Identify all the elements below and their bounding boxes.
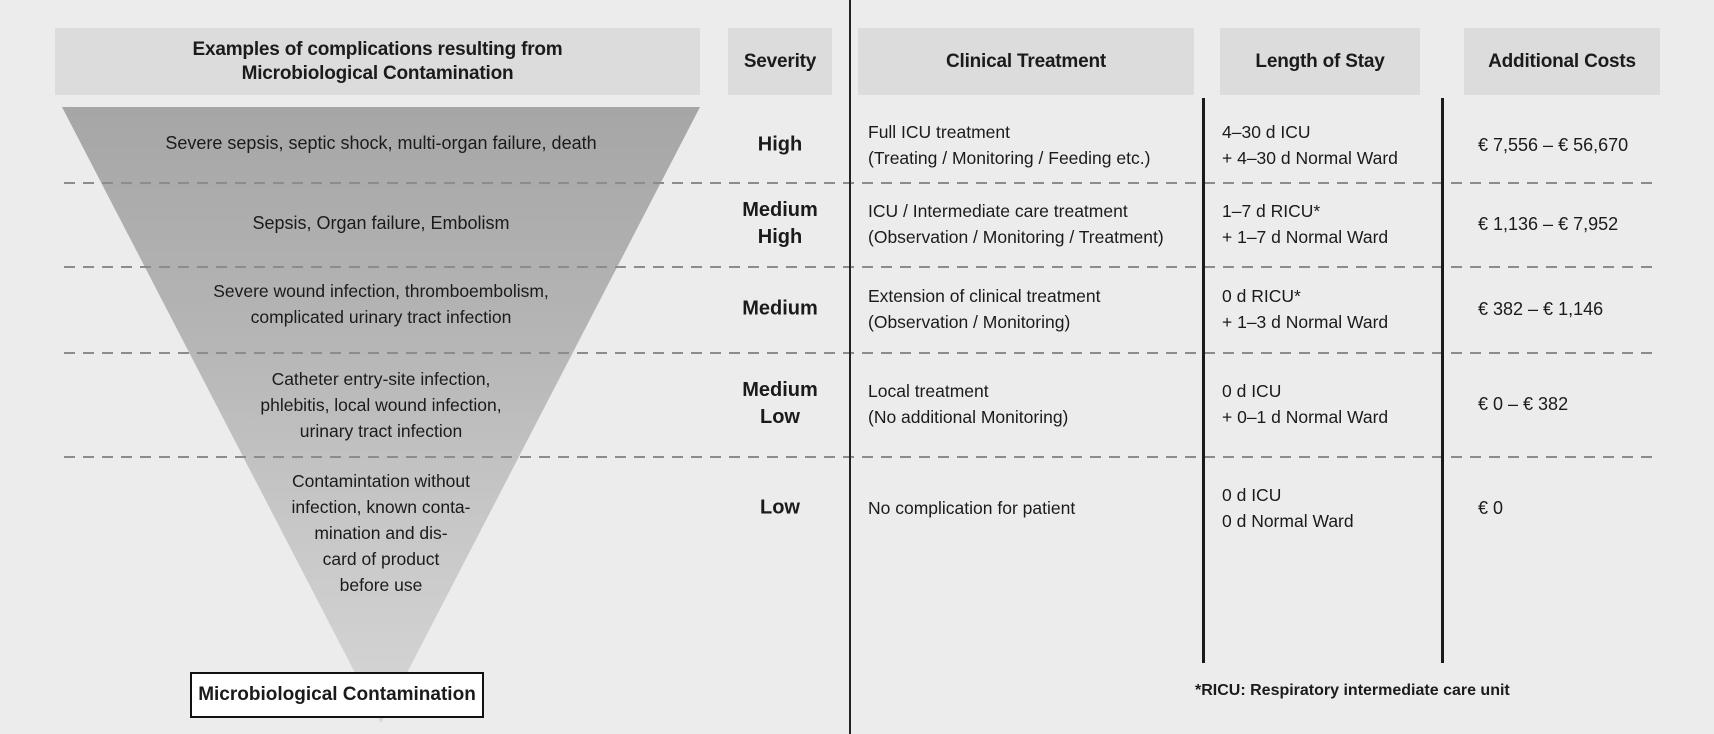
funnel-caption-box: Microbiological Contamination bbox=[190, 672, 484, 718]
stay-value: 0 d RICU* + 1–3 d Normal Ward bbox=[1222, 286, 1389, 332]
length-of-stay-header: Length of Stay bbox=[1220, 28, 1420, 95]
funnel-row-label: Catheter entry-site infection, phlebitis… bbox=[260, 369, 502, 441]
row-divider-dashed bbox=[64, 456, 1652, 458]
column-divider-main bbox=[849, 0, 851, 734]
stay-value: 0 d ICU + 0–1 d Normal Ward bbox=[1222, 381, 1389, 427]
funnel-caption-label: Microbiological Contamination bbox=[198, 684, 476, 705]
additional-costs-header: Additional Costs bbox=[1464, 28, 1660, 95]
severity-value: High bbox=[757, 133, 803, 156]
severity-value: Medium High bbox=[742, 199, 818, 248]
severity-header: Severity bbox=[728, 28, 832, 95]
funnel-row-label: Severe sepsis, septic shock, multi-organ… bbox=[165, 133, 597, 153]
stay-value: 4–30 d ICU + 4–30 d Normal Ward bbox=[1222, 122, 1398, 168]
funnel-row-label: Contamintation without infection, known … bbox=[291, 471, 471, 595]
treatment-value: Extension of clinical treatment (Observa… bbox=[868, 286, 1101, 332]
row-divider-dashed bbox=[64, 182, 1652, 184]
treatment-value: Full ICU treatment (Treating / Monitorin… bbox=[868, 122, 1151, 168]
row-divider-dashed bbox=[64, 352, 1652, 354]
row-divider-dashed bbox=[64, 266, 1652, 268]
severity-value: Low bbox=[760, 496, 800, 519]
treatment-value: Local treatment (No additional Monitorin… bbox=[868, 381, 1069, 427]
examples-header: Examples of complications resulting from… bbox=[55, 28, 700, 95]
costs-value: € 0 – € 382 bbox=[1478, 394, 1569, 414]
column-divider-stay bbox=[1202, 98, 1205, 663]
ricu-footnote: *RICU: Respiratory intermediate care uni… bbox=[1195, 682, 1510, 699]
stay-value: 0 d ICU 0 d Normal Ward bbox=[1222, 485, 1354, 531]
severity-value: Medium bbox=[742, 297, 818, 320]
funnel-row-label: Sepsis, Organ failure, Embolism bbox=[252, 213, 510, 233]
treatment-value: No complication for patient bbox=[868, 498, 1076, 518]
costs-value: € 382 – € 1,146 bbox=[1478, 299, 1604, 319]
stay-value: 1–7 d RICU* + 1–7 d Normal Ward bbox=[1222, 201, 1389, 247]
treatment-value: ICU / Intermediate care treatment (Obser… bbox=[868, 201, 1164, 247]
column-divider-costs bbox=[1441, 98, 1444, 663]
severity-value: Medium Low bbox=[742, 379, 818, 428]
clinical-treatment-header: Clinical Treatment bbox=[858, 28, 1194, 95]
costs-value: € 7,556 – € 56,670 bbox=[1478, 135, 1629, 155]
costs-value: € 0 bbox=[1478, 498, 1504, 518]
funnel-row-label: Severe wound infection, thromboembolism,… bbox=[213, 281, 549, 327]
costs-value: € 1,136 – € 7,952 bbox=[1478, 214, 1619, 234]
